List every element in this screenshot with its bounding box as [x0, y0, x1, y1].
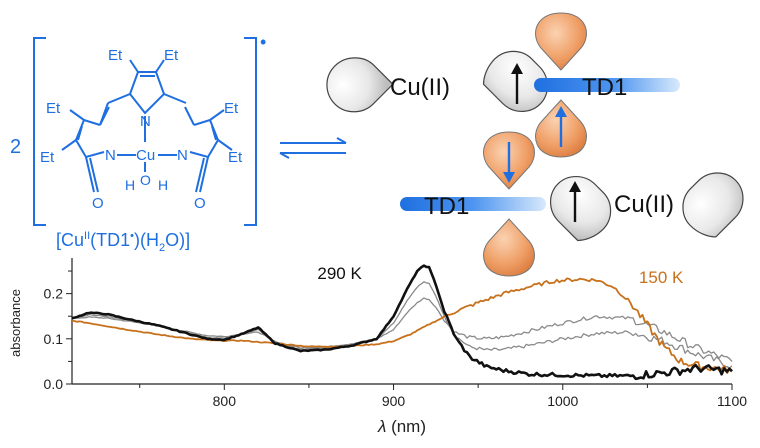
- ethyl-label: Et: [108, 47, 123, 64]
- ethyl-label: Et: [228, 149, 243, 166]
- spin-orbital-lobe: [482, 50, 549, 113]
- td1-orbital-bar: [534, 78, 680, 92]
- left-bracket: [33, 37, 46, 226]
- equilibrium-arrows: [279, 137, 347, 159]
- ligand-orbital-lobe: [535, 12, 587, 71]
- spin-up-arrow-icon: [555, 106, 567, 117]
- nitrogen-atom: N: [105, 147, 116, 164]
- chart-axes: 800 900 1000 1100 0.0 0.1 0.2: [44, 258, 747, 409]
- x-axis-title: λ (nm): [377, 417, 426, 436]
- y-tick-label: 0.2: [44, 286, 64, 302]
- coefficient: 2: [10, 136, 21, 158]
- x-tick-label: 1100: [717, 393, 747, 409]
- y-tick-label: 0.1: [44, 331, 64, 347]
- cu-orbital-lobe: [326, 57, 394, 113]
- spin-orbital-lobe: [549, 175, 612, 242]
- formula-caption: [CuII(TD1•)(H2O)]: [56, 230, 190, 254]
- radical-dot: •: [260, 32, 266, 52]
- series-line: [71, 281, 733, 369]
- ethyl-label: Et: [164, 47, 179, 64]
- nitrogen-atom: N: [177, 147, 188, 164]
- series-line: [71, 264, 733, 381]
- bond-lines: [61, 59, 233, 193]
- carbonyl-oxygen: O: [194, 195, 206, 212]
- td1-orbital-bar: [400, 197, 546, 211]
- spin-down-arrow-icon: [503, 172, 515, 183]
- series-line: [71, 277, 733, 374]
- nitrogen-atom: N: [140, 113, 151, 130]
- td1-label-top: TD1: [582, 74, 627, 101]
- ethyl-label: Et: [46, 100, 61, 117]
- ethyl-label: Et: [40, 149, 55, 166]
- chart-labels: λ (nm) absorbance 290 K 150 K: [8, 264, 684, 436]
- x-tick-label: 1000: [547, 393, 578, 409]
- absorbance-chart: 800 900 1000 1100 0.0 0.1 0.2 λ (nm) absorbance…: [8, 258, 747, 436]
- carbonyl-oxygen: O: [92, 195, 104, 212]
- y-tick-label: 0.0: [44, 376, 64, 392]
- x-tick-label: 900: [382, 393, 406, 409]
- ethyl-label: Et: [224, 100, 239, 117]
- x-tick-label: 800: [213, 393, 237, 409]
- orbital-diagram: Cu(II) TD1 TD1 Cu(II): [326, 12, 744, 277]
- ligand-orbital-lobe: [483, 218, 535, 277]
- series-label-150k: 150 K: [639, 268, 684, 287]
- right-bracket: [244, 37, 257, 226]
- chart-series: [71, 264, 733, 381]
- copper-atom: Cu: [136, 147, 155, 164]
- cu-orbital-lobe: [682, 172, 744, 238]
- cu-label-top: Cu(II): [390, 74, 450, 101]
- td1-label-bottom: TD1: [424, 193, 469, 220]
- spin-up-arrow-icon: [569, 181, 581, 192]
- oxygen-atom: O: [140, 172, 151, 188]
- y-axis-title: absorbance: [8, 289, 23, 357]
- hydrogen-atom: H: [158, 177, 168, 193]
- molecule-structure: • 2: [10, 32, 266, 254]
- series-label-290k: 290 K: [317, 264, 362, 283]
- hydrogen-atom: H: [125, 177, 135, 193]
- cu-label-bottom: Cu(II): [614, 191, 674, 218]
- spin-up-arrow-icon: [511, 63, 523, 74]
